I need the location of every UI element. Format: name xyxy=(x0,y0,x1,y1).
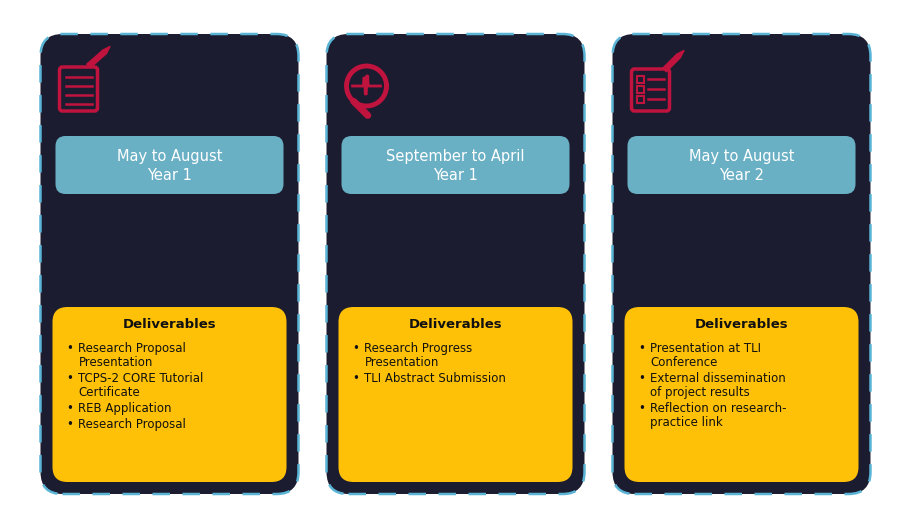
Text: September to April: September to April xyxy=(386,149,525,164)
Text: •: • xyxy=(639,372,645,385)
Text: Deliverables: Deliverables xyxy=(123,317,216,330)
FancyBboxPatch shape xyxy=(40,34,299,494)
Polygon shape xyxy=(662,54,681,72)
Text: •: • xyxy=(639,402,645,415)
Text: •: • xyxy=(639,342,645,355)
Polygon shape xyxy=(677,50,684,58)
Text: Conference: Conference xyxy=(650,356,718,369)
Text: May to August: May to August xyxy=(117,149,222,164)
Text: •: • xyxy=(67,402,74,415)
Text: practice link: practice link xyxy=(650,416,723,429)
FancyBboxPatch shape xyxy=(53,307,286,482)
Text: Presentation at TLI: Presentation at TLI xyxy=(650,342,762,355)
Text: REB Application: REB Application xyxy=(78,402,172,415)
Text: •: • xyxy=(67,372,74,385)
Text: Deliverables: Deliverables xyxy=(409,317,502,330)
Text: •: • xyxy=(353,372,359,385)
FancyBboxPatch shape xyxy=(612,34,871,494)
FancyBboxPatch shape xyxy=(342,136,569,194)
Text: Research Proposal: Research Proposal xyxy=(78,342,187,355)
Text: Year 2: Year 2 xyxy=(719,168,764,183)
Text: •: • xyxy=(67,418,74,431)
Text: Presentation: Presentation xyxy=(78,356,153,369)
Text: External dissemination: External dissemination xyxy=(650,372,786,385)
FancyBboxPatch shape xyxy=(339,307,572,482)
Text: TCPS-2 CORE Tutorial: TCPS-2 CORE Tutorial xyxy=(78,372,204,385)
Text: Reflection on research-: Reflection on research- xyxy=(650,402,787,415)
FancyBboxPatch shape xyxy=(625,307,858,482)
Text: Certificate: Certificate xyxy=(78,386,140,399)
Text: •: • xyxy=(353,342,359,355)
Text: May to August: May to August xyxy=(689,149,794,164)
Text: Research Proposal: Research Proposal xyxy=(78,418,187,431)
Polygon shape xyxy=(87,50,107,68)
Text: TLI Abstract Submission: TLI Abstract Submission xyxy=(364,372,507,385)
Text: Presentation: Presentation xyxy=(364,356,439,369)
FancyBboxPatch shape xyxy=(56,136,283,194)
Text: Year 1: Year 1 xyxy=(433,168,478,183)
Text: Year 1: Year 1 xyxy=(147,168,192,183)
Text: Research Progress: Research Progress xyxy=(364,342,473,355)
FancyBboxPatch shape xyxy=(326,34,585,494)
Text: Deliverables: Deliverables xyxy=(695,317,788,330)
Text: of project results: of project results xyxy=(650,386,751,399)
Text: •: • xyxy=(67,342,74,355)
Polygon shape xyxy=(103,46,110,54)
FancyBboxPatch shape xyxy=(628,136,855,194)
